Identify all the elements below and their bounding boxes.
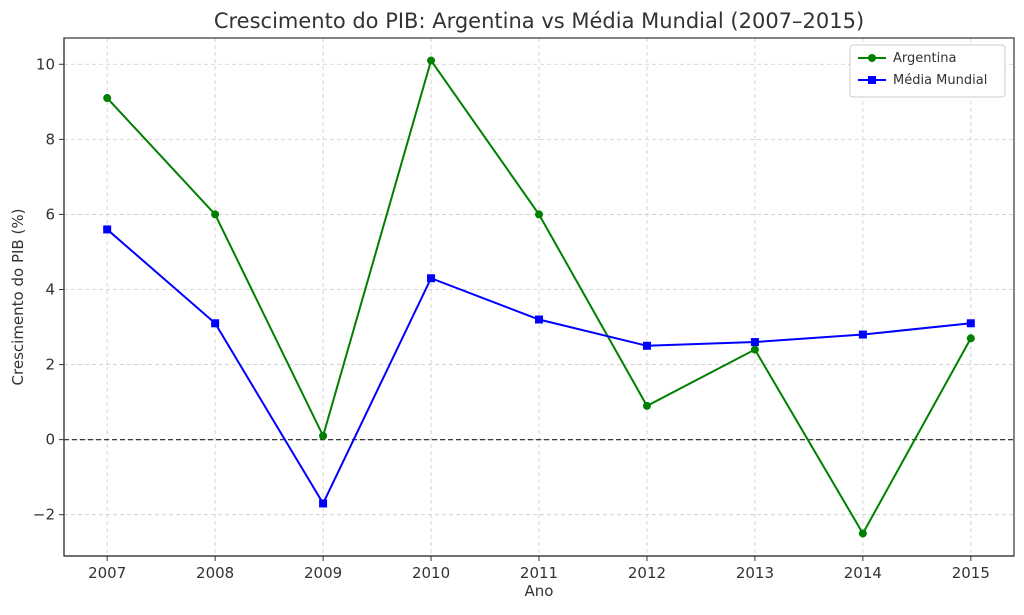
data-point-argentina bbox=[319, 431, 328, 440]
y-tick-label: 10 bbox=[36, 55, 55, 73]
x-tick-label: 2009 bbox=[304, 564, 342, 582]
series-group bbox=[103, 56, 975, 538]
x-axis: 2007 2008 2009 2010 2011 2012 2013 2014 2015 bbox=[64, 555, 1014, 582]
data-point-media-mundial bbox=[103, 225, 112, 234]
x-tick-label: 2014 bbox=[844, 564, 882, 582]
x-tick-label: 2015 bbox=[952, 564, 990, 582]
legend-label-media-mundial: Média Mundial bbox=[893, 73, 987, 88]
x-tick-label: 2007 bbox=[88, 564, 126, 582]
x-tick-label: 2012 bbox=[628, 564, 666, 582]
data-point-argentina bbox=[211, 210, 220, 219]
legend-marker-media-mundial bbox=[868, 76, 876, 84]
data-point-media-mundial bbox=[211, 319, 220, 328]
y-axis: −2 0 2 4 6 8 10 bbox=[33, 38, 65, 556]
series-media-mundial bbox=[103, 225, 975, 508]
data-point-argentina bbox=[966, 334, 975, 343]
chart-title: Crescimento do PIB: Argentina vs Média M… bbox=[214, 9, 864, 33]
data-point-media-mundial bbox=[750, 338, 759, 347]
data-point-media-mundial bbox=[858, 330, 867, 339]
x-tick-label: 2013 bbox=[736, 564, 774, 582]
data-point-argentina bbox=[427, 56, 436, 65]
data-point-media-mundial bbox=[642, 341, 651, 350]
grid bbox=[64, 38, 1014, 556]
data-point-argentina bbox=[750, 345, 759, 354]
legend-label-argentina: Argentina bbox=[893, 51, 956, 66]
legend: Argentina Média Mundial bbox=[849, 44, 1006, 98]
y-tick-label: 8 bbox=[45, 130, 55, 148]
y-tick-label: 6 bbox=[45, 205, 55, 223]
y-tick-label: 2 bbox=[45, 356, 55, 374]
data-point-argentina bbox=[535, 210, 543, 219]
x-axis-label: Ano bbox=[525, 582, 554, 600]
x-tick-label: 2011 bbox=[520, 564, 558, 582]
data-point-media-mundial bbox=[427, 274, 436, 283]
data-point-argentina bbox=[642, 401, 651, 410]
data-point-media-mundial bbox=[535, 315, 543, 324]
data-point-media-mundial bbox=[966, 319, 975, 328]
x-tick-label: 2008 bbox=[196, 564, 234, 582]
legend-marker-argentina bbox=[868, 54, 876, 62]
y-axis-label: Crescimento do PIB (%) bbox=[9, 209, 27, 386]
y-tick-label: 0 bbox=[45, 431, 55, 449]
data-point-media-mundial bbox=[319, 499, 328, 508]
data-point-argentina bbox=[858, 529, 867, 538]
series-argentina bbox=[103, 56, 975, 538]
x-tick-label: 2010 bbox=[412, 564, 450, 582]
y-tick-label: 4 bbox=[45, 280, 55, 298]
y-tick-label: −2 bbox=[33, 506, 55, 524]
legend-box bbox=[849, 44, 1006, 98]
data-point-argentina bbox=[103, 94, 112, 103]
